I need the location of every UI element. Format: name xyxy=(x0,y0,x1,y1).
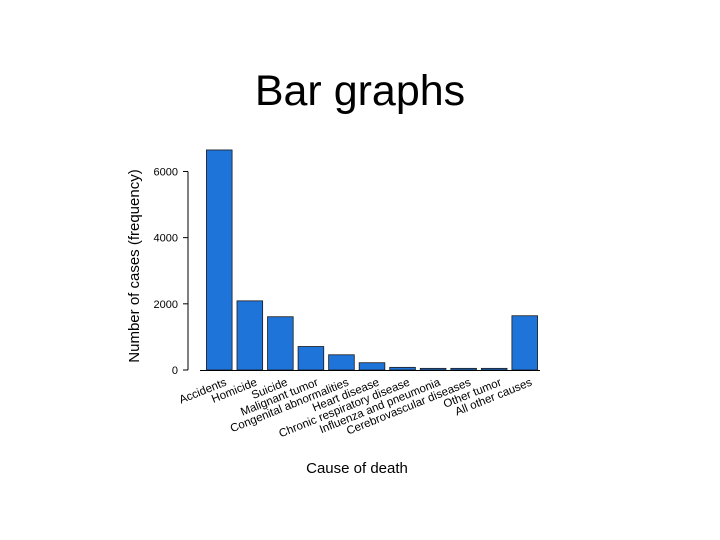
labels-group: 0200040006000AccidentsHomicideSuicideMal… xyxy=(126,166,534,477)
bar-malignant-tumor xyxy=(297,346,325,371)
bar-heart-disease xyxy=(358,362,386,371)
slide-title: Bar graphs xyxy=(254,67,466,115)
bar-accidents xyxy=(206,149,233,371)
bar-congenital-abnormalities xyxy=(328,354,355,371)
bar-influenza-and-pneumonia xyxy=(419,367,447,371)
y-axis-label: Number of cases (frequency) xyxy=(126,169,143,362)
bars-group xyxy=(206,149,538,371)
bar-all-other-causes xyxy=(511,315,538,371)
bar-chronic-respiratory-disease xyxy=(389,366,416,371)
y-tick-label: 6000 xyxy=(154,166,178,178)
bar-suicide xyxy=(267,316,294,371)
y-tick-label: 0 xyxy=(172,365,178,377)
y-tick-label: 4000 xyxy=(154,233,178,245)
axes-group xyxy=(183,170,540,371)
bar-other-tumor xyxy=(480,367,508,371)
x-axis-label: Cause of death xyxy=(306,460,408,477)
y-tick-label: 2000 xyxy=(154,299,178,311)
bar-homicide xyxy=(236,300,264,371)
bar-cerebrovascular-diseases xyxy=(450,367,477,371)
